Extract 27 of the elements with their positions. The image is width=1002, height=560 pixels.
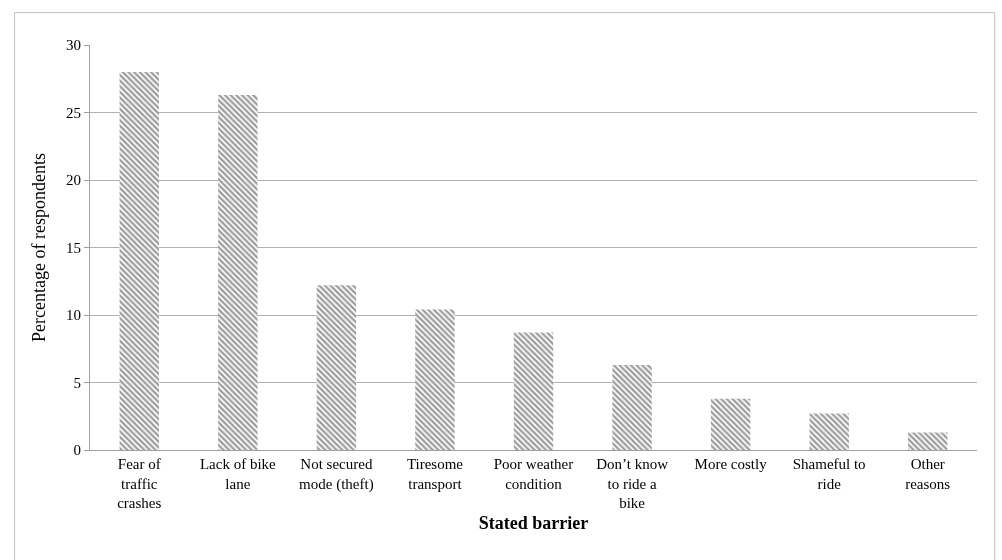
x-tick-label: Lack of bike lane xyxy=(199,456,277,492)
y-tick-label: 30 xyxy=(66,37,81,54)
y-axis-title: Percentage of respondents xyxy=(29,153,50,342)
bar xyxy=(710,398,751,450)
bar xyxy=(218,94,258,450)
bar xyxy=(513,332,554,450)
x-tick-label: Not secured mode (theft) xyxy=(299,456,374,493)
x-tick-label: More costly xyxy=(694,456,768,472)
y-tick-label: 0 xyxy=(73,442,81,459)
bar xyxy=(415,309,455,450)
x-tick-label: Don’t know to ride a bike xyxy=(596,456,669,511)
x-tick-label: Poor weather condition xyxy=(493,456,574,492)
bar xyxy=(119,72,159,450)
x-tick-label: Shameful to ride xyxy=(792,456,866,492)
bar xyxy=(316,285,357,450)
x-tick-label: Other reasons xyxy=(905,456,951,492)
y-tick-label: 20 xyxy=(66,172,81,189)
bar xyxy=(809,413,849,450)
x-tick-label: Tiresome transport xyxy=(406,456,464,492)
y-tick-label: 15 xyxy=(66,239,81,256)
y-tick-label: 25 xyxy=(66,104,81,121)
x-tick-label: Fear of traffic crashes xyxy=(117,456,162,511)
y-tick-label: 5 xyxy=(73,374,81,391)
y-tick-label: 10 xyxy=(66,307,81,324)
x-axis-title: Stated barrier xyxy=(478,513,589,534)
bar xyxy=(612,364,652,450)
bar xyxy=(908,432,948,450)
